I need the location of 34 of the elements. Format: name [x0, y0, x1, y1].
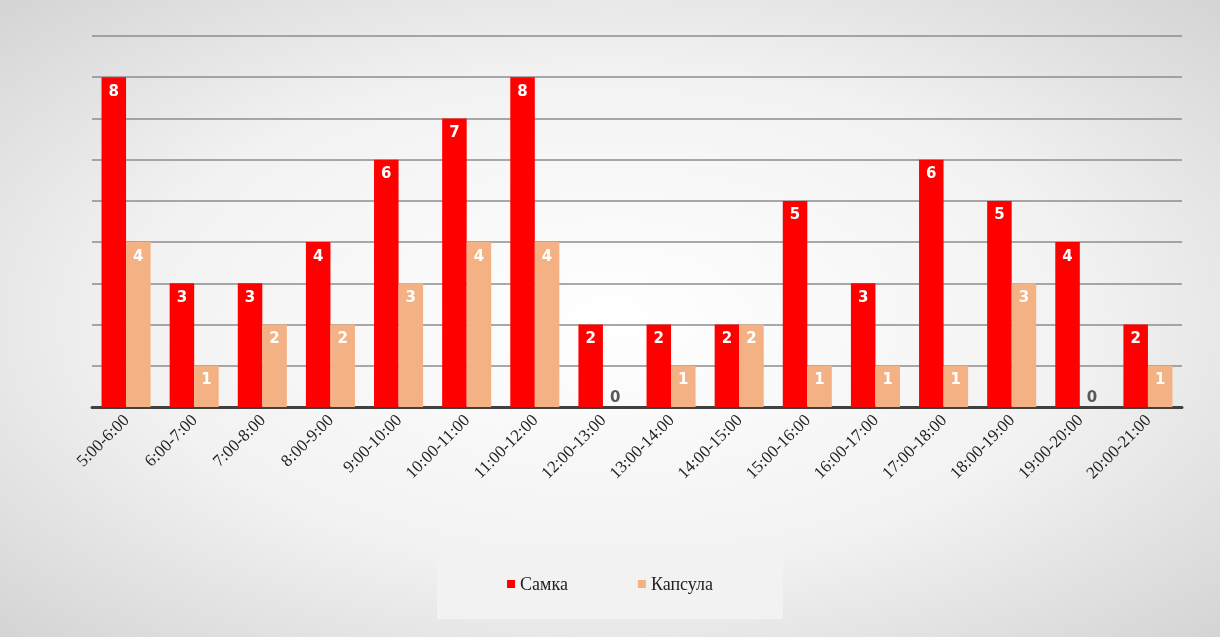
data-label: 6	[381, 164, 392, 183]
data-label: 1	[201, 370, 212, 389]
data-label: 1	[882, 370, 893, 389]
data-label: 2	[269, 329, 280, 348]
data-label: 2	[337, 329, 348, 348]
data-label: 1	[950, 370, 962, 389]
data-label: 2	[721, 329, 733, 348]
data-label: 2	[1130, 329, 1141, 348]
data-label: 0	[609, 387, 621, 406]
data-label: 1	[1154, 370, 1166, 389]
legend-label: Капсула	[650, 574, 713, 594]
data-label: 2	[585, 329, 596, 348]
data-label: 1	[814, 370, 825, 389]
data-label: 3	[176, 287, 188, 306]
data-label: 4	[133, 246, 144, 265]
data-label: 4	[541, 246, 553, 265]
data-label: 3	[244, 287, 256, 306]
data-label: 5	[994, 205, 1005, 224]
data-label: 3	[1018, 287, 1030, 306]
data-label: 6	[926, 164, 937, 183]
data-label: 5	[789, 205, 801, 224]
data-label: 1	[678, 370, 689, 389]
data-label: 2	[746, 329, 757, 348]
data-label: 8	[517, 81, 528, 100]
data-label: 8	[108, 81, 120, 100]
data-label: 0	[1086, 387, 1098, 406]
data-label: 2	[653, 329, 665, 348]
data-label: 4	[473, 246, 485, 265]
data-label: 4	[1062, 246, 1073, 265]
data-label: 4	[312, 246, 324, 265]
data-label: 7	[449, 122, 460, 141]
data-label: 3	[857, 287, 869, 306]
data-label: 3	[405, 287, 417, 306]
legend-label: Самка	[520, 574, 568, 594]
